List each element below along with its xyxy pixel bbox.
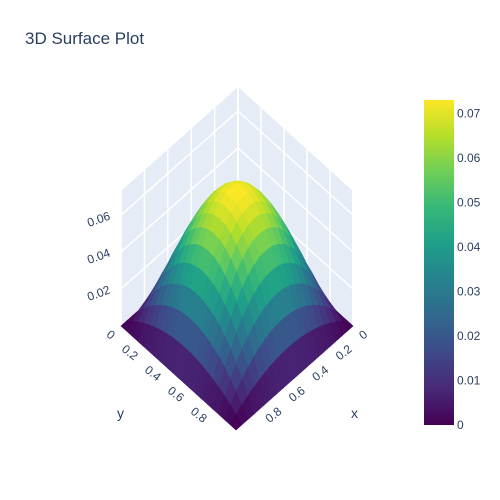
y-tick-label: 0.6 (165, 383, 187, 405)
x-tick-label: 0.2 (333, 342, 355, 364)
colorbar-tick-label: 0.03 (457, 284, 481, 298)
colorbar-tick-label: 0.02 (457, 329, 481, 343)
z-tick-label: 0.06 (85, 209, 112, 230)
colorbar-gradient (424, 100, 454, 425)
x-tick-label: 0.4 (309, 362, 331, 384)
colorbar: 0 0.01 0.02 0.03 0.04 0.05 0.06 0.07 (424, 100, 481, 432)
colorbar-tick-label: 0 (457, 418, 464, 432)
wall-x0 (238, 87, 353, 326)
colorbar-tick-label: 0.06 (457, 151, 481, 165)
x-tick-label: 0.6 (286, 383, 308, 405)
z-tick-label: 0.02 (85, 283, 112, 304)
z-tick-label: 0.04 (85, 246, 112, 267)
y-tick-label: 0.8 (188, 404, 210, 426)
y-tick-label: 0.2 (119, 342, 141, 364)
chart-title: 3D Surface Plot (25, 29, 145, 48)
surface-cell[interactable] (229, 414, 243, 431)
colorbar-tick-label: 0.07 (457, 106, 481, 120)
colorbar-tick-label: 0.04 (457, 240, 481, 254)
x-axis-title: x (351, 405, 358, 421)
y-axis-title: y (117, 405, 124, 421)
x-tick-label: 0 (356, 327, 370, 342)
y-tick-label: 0 (104, 327, 118, 342)
colorbar-tick-label: 0.01 (457, 373, 481, 387)
wall-y0 (121, 87, 238, 326)
colorbar-tick-label: 0.05 (457, 195, 481, 209)
x-tick-label: 0.8 (263, 404, 285, 426)
y-tick-label: 0.4 (142, 363, 164, 385)
surface-mesh[interactable] (120, 180, 354, 431)
